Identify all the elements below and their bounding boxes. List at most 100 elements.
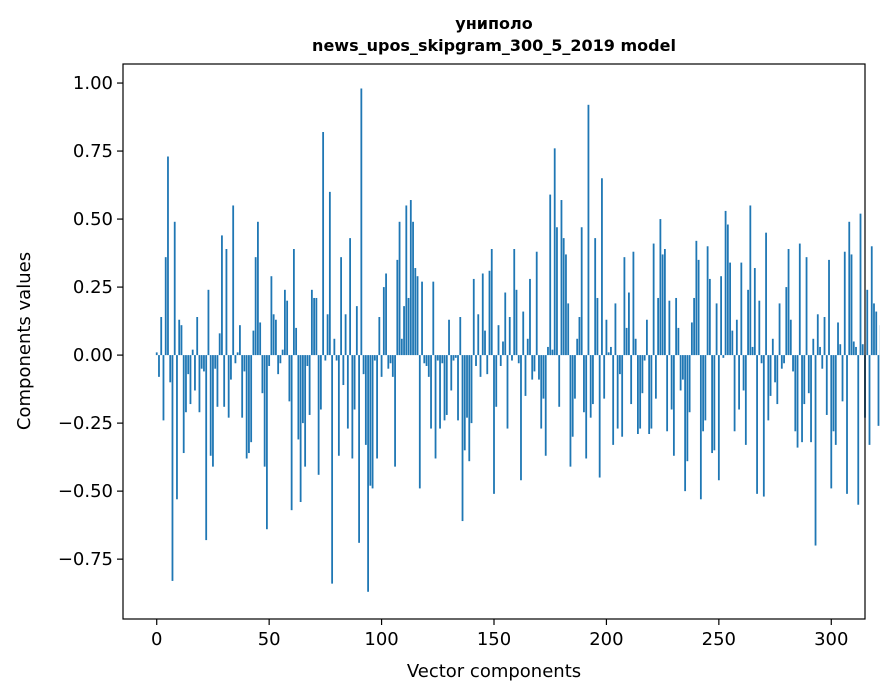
bar xyxy=(715,303,718,356)
x-tick-label: 250 xyxy=(702,629,736,650)
bar xyxy=(412,221,414,356)
bar xyxy=(191,349,194,356)
bar xyxy=(304,355,307,467)
bar xyxy=(308,355,311,415)
bar xyxy=(418,355,421,489)
bar xyxy=(322,132,325,356)
bar xyxy=(171,355,174,581)
bar xyxy=(486,355,489,375)
bar xyxy=(432,281,435,356)
bar xyxy=(567,303,570,356)
bar xyxy=(702,355,705,432)
bar xyxy=(846,355,848,494)
y-tick-label: −0.50 xyxy=(58,481,113,502)
bar xyxy=(275,319,277,356)
bar xyxy=(601,178,603,356)
y-tick-label: −0.75 xyxy=(58,549,113,570)
bar xyxy=(857,355,860,505)
bar xyxy=(351,355,354,459)
bar xyxy=(814,355,817,546)
bar xyxy=(749,205,752,356)
bar xyxy=(614,303,617,356)
bar xyxy=(286,300,289,356)
bar xyxy=(342,355,345,386)
bar xyxy=(367,355,369,592)
chart-title-line-1: униполо xyxy=(455,14,532,33)
bar xyxy=(708,278,711,356)
bar xyxy=(515,289,518,356)
bar xyxy=(484,330,486,356)
bar xyxy=(688,355,691,413)
bar xyxy=(549,194,552,356)
bar xyxy=(448,319,450,356)
bar xyxy=(205,355,208,541)
bar xyxy=(445,355,448,415)
bar xyxy=(731,330,734,356)
bar xyxy=(288,355,291,402)
bar xyxy=(866,289,869,356)
bar xyxy=(400,338,403,356)
bar xyxy=(209,355,212,456)
bar xyxy=(697,259,700,356)
y-tick-label: −0.25 xyxy=(58,413,113,434)
bar xyxy=(666,355,669,432)
bar xyxy=(355,306,358,356)
y-tick-label: 1.00 xyxy=(73,73,113,94)
bar xyxy=(340,257,342,356)
bar xyxy=(632,251,635,356)
bar xyxy=(493,355,495,494)
bar xyxy=(819,346,821,356)
bar xyxy=(830,355,833,489)
bar xyxy=(425,355,428,366)
bar xyxy=(556,227,558,356)
bar xyxy=(176,355,178,500)
bar xyxy=(742,355,745,391)
bar xyxy=(212,355,214,467)
bar xyxy=(423,355,426,364)
bar xyxy=(870,246,873,356)
bar xyxy=(778,303,781,356)
bar xyxy=(416,276,419,356)
bar xyxy=(490,249,493,356)
bar xyxy=(290,355,293,511)
bar xyxy=(488,270,491,356)
bar xyxy=(852,341,855,356)
bar xyxy=(277,355,280,375)
bar xyxy=(695,240,698,356)
bar xyxy=(337,355,340,456)
bar xyxy=(378,317,381,356)
bar xyxy=(841,355,844,402)
bar xyxy=(526,338,529,356)
bar xyxy=(479,355,482,377)
bar xyxy=(158,355,160,377)
bar xyxy=(167,156,169,356)
bar xyxy=(250,355,253,443)
bar xyxy=(407,297,410,356)
bar xyxy=(457,355,459,421)
plot-frame xyxy=(122,63,866,620)
bar xyxy=(373,355,376,361)
bar xyxy=(792,355,794,372)
bar xyxy=(553,148,556,356)
bar xyxy=(542,355,545,399)
bar xyxy=(670,355,673,410)
bar xyxy=(360,88,363,356)
bar xyxy=(711,355,713,454)
bar xyxy=(576,338,579,356)
bar xyxy=(574,355,576,399)
bar xyxy=(684,355,687,492)
x-tick-label: 0 xyxy=(151,629,162,650)
bar xyxy=(628,292,630,356)
bar xyxy=(387,355,390,369)
bar xyxy=(693,297,696,356)
bar xyxy=(252,330,255,356)
bar xyxy=(578,317,581,356)
bar xyxy=(344,314,347,356)
bar xyxy=(454,355,457,358)
bar xyxy=(481,273,484,356)
bar xyxy=(529,278,531,356)
bar xyxy=(319,355,322,410)
y-axis-ticks: −0.75 −0.50 −0.25 0.00 0.25 0.50 0.75 1.00 xyxy=(58,73,123,570)
bar xyxy=(391,355,394,377)
bar xyxy=(216,355,219,407)
